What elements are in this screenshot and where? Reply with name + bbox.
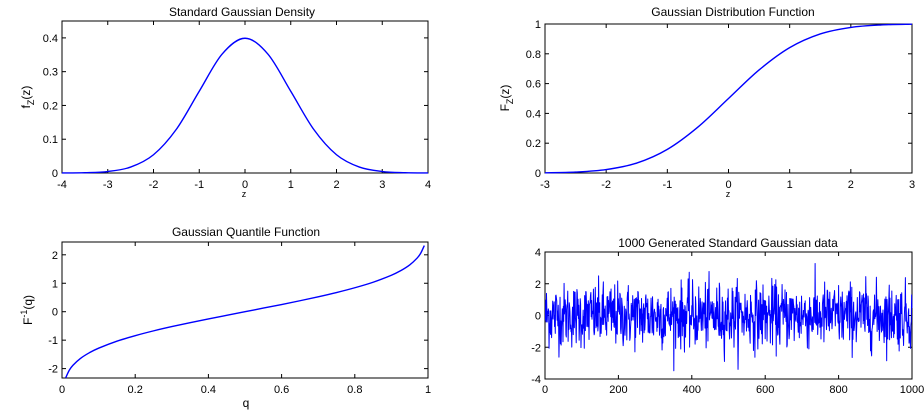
x-tick-label: 800 xyxy=(829,384,847,396)
y-tick-label: 0 xyxy=(535,168,541,180)
x-axis-label: q xyxy=(243,396,250,410)
axis-ticks xyxy=(544,251,913,380)
y-axis-label-arg: (z) xyxy=(498,85,512,99)
x-tick-label: 1 xyxy=(787,179,793,191)
x-tick-label: -3 xyxy=(103,179,113,191)
y-tick-label: -1 xyxy=(48,335,58,347)
x-tick-label: 0.6 xyxy=(274,384,289,396)
density-curve xyxy=(61,37,429,174)
tick-labels: -4 -3 -2 -1 0 1 2 3 4 0 0.1 0.2 0.3 0.4 xyxy=(43,33,431,191)
y-axis-label: fZ(z) xyxy=(19,86,36,109)
x-tick-label: 0 xyxy=(725,179,731,191)
y-tick-label: 2 xyxy=(535,279,541,291)
x-axis-label: z xyxy=(242,189,247,199)
y-tick-label: 4 xyxy=(535,247,541,259)
y-tick-label: -4 xyxy=(531,374,541,386)
x-tick-label: 0.2 xyxy=(128,384,143,396)
y-axis-label-superscript: -1 xyxy=(19,310,29,318)
x-tick-label: -1 xyxy=(194,179,204,191)
x-tick-label: -4 xyxy=(57,179,67,191)
x-tick-label: 1000 xyxy=(900,384,924,396)
chart-distribution: Gaussian Distribution Function -3 -2 -1 0 1 2… xyxy=(498,5,915,199)
x-tick-label: 0 xyxy=(242,179,248,191)
x-tick-label: 3 xyxy=(379,179,385,191)
axis-ticks xyxy=(61,21,429,174)
x-tick-label: 4 xyxy=(425,179,431,191)
x-tick-label: -1 xyxy=(662,179,672,191)
x-tick-label: 0 xyxy=(59,384,65,396)
y-tick-label: 0 xyxy=(52,307,58,319)
y-tick-label: 0.2 xyxy=(43,100,58,112)
y-tick-label: 1 xyxy=(52,278,58,290)
y-tick-label: 0.4 xyxy=(43,33,58,45)
sample-series-line xyxy=(544,263,913,372)
y-tick-label: 0.3 xyxy=(43,67,58,79)
chart-generated-data: 1000 Generated Standard Gaussian data 0 2… xyxy=(531,236,924,396)
tick-labels: -3 -2 -1 0 1 2 3 0 0.2 0.4 0.6 0.8 1 xyxy=(526,19,915,191)
quantile-curve xyxy=(65,245,425,379)
x-axis-label: z xyxy=(726,189,731,199)
cdf-curve xyxy=(544,23,913,174)
x-tick-label: 0.4 xyxy=(201,384,216,396)
y-tick-label: -2 xyxy=(531,342,541,354)
y-axis-label: FZ(z) xyxy=(498,85,515,112)
x-tick-label: 600 xyxy=(756,384,774,396)
y-tick-label: 0 xyxy=(535,311,541,323)
chart-title: 1000 Generated Standard Gaussian data xyxy=(618,236,838,250)
plot-area-frame xyxy=(61,20,429,174)
x-tick-label: 0 xyxy=(542,384,548,396)
y-tick-label: 0.8 xyxy=(526,49,541,61)
chart-quantile: Gaussian Quantile Function 0 0.2 0.4 0.6 0.8… xyxy=(19,225,431,410)
x-tick-label: 2 xyxy=(848,179,854,191)
x-tick-label: -3 xyxy=(540,179,550,191)
x-tick-label: 1 xyxy=(425,384,431,396)
chart-title: Gaussian Quantile Function xyxy=(172,225,320,239)
chart-title: Standard Gaussian Density xyxy=(169,5,315,19)
y-tick-label: 0.2 xyxy=(526,138,541,150)
chart-title: Gaussian Distribution Function xyxy=(651,5,814,19)
y-tick-label: 0.6 xyxy=(526,79,541,91)
y-axis-label-arg: (q) xyxy=(21,295,35,310)
x-tick-label: -2 xyxy=(601,179,611,191)
x-tick-label: -2 xyxy=(149,179,159,191)
chart-density: Standard Gaussian Density -4 -3 -2 -1 0 1 2 3 4 0… xyxy=(19,5,431,199)
tick-labels: 0 0.2 0.4 0.6 0.8 1 -2 -1 0 1 2 xyxy=(48,250,431,396)
y-tick-label: 0.1 xyxy=(43,134,58,146)
x-tick-label: 3 xyxy=(909,179,915,191)
x-tick-label: 0.8 xyxy=(347,384,362,396)
y-tick-label: -2 xyxy=(48,364,58,376)
tick-labels: 0 200 400 600 800 1000 -4 -2 0 2 4 xyxy=(531,247,924,396)
y-axis-label-subscript: Z xyxy=(26,99,36,105)
y-axis-label-subscript: Z xyxy=(505,98,515,104)
y-tick-label: 1 xyxy=(535,19,541,31)
y-tick-label: 0 xyxy=(52,168,58,180)
x-tick-label: 1 xyxy=(288,179,294,191)
x-tick-label: 2 xyxy=(333,179,339,191)
plot-area-frame xyxy=(61,241,429,379)
x-tick-label: 200 xyxy=(609,384,627,396)
y-tick-label: 2 xyxy=(52,250,58,262)
y-axis-label-arg: (z) xyxy=(19,86,33,100)
x-tick-label: 400 xyxy=(683,384,701,396)
y-tick-label: 0.4 xyxy=(526,108,541,120)
axis-ticks xyxy=(61,242,429,378)
y-axis-label: F-1(q) xyxy=(19,295,35,325)
